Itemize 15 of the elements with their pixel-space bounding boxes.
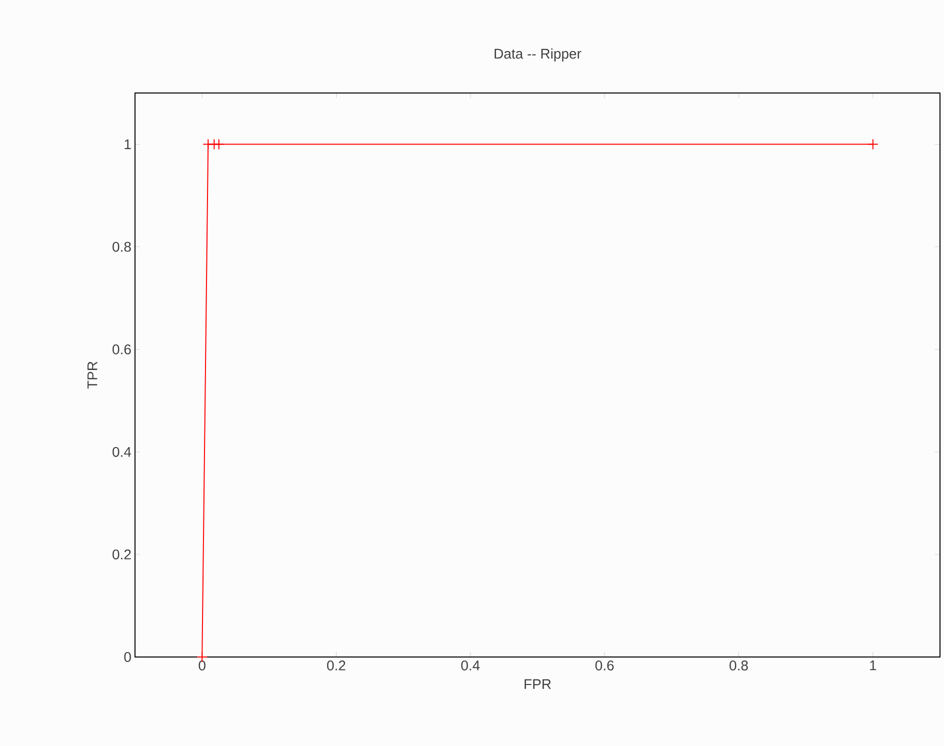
x-axis-title: FPR (524, 679, 551, 689)
x-tick-label: 1 (870, 660, 876, 670)
y-tick-label: 0.2 (112, 549, 131, 560)
y-tick-label: 0.6 (112, 344, 131, 354)
y-tick-label: 0 (124, 652, 131, 662)
y-tick-label: 0.8 (112, 242, 131, 252)
y-tick-label: 1 (124, 139, 131, 150)
x-tick-label: 0.2 (327, 660, 346, 670)
x-tick-label: 0.8 (730, 660, 748, 670)
y-axis-title: TPR (88, 362, 98, 389)
x-tick-label: 0.4 (461, 660, 480, 670)
y-tick-label: 0.4 (112, 446, 132, 457)
x-tick-label: 0 (198, 660, 206, 670)
chart-title: Data -- Ripper (494, 48, 582, 62)
x-tick-label: 0.6 (595, 660, 614, 670)
